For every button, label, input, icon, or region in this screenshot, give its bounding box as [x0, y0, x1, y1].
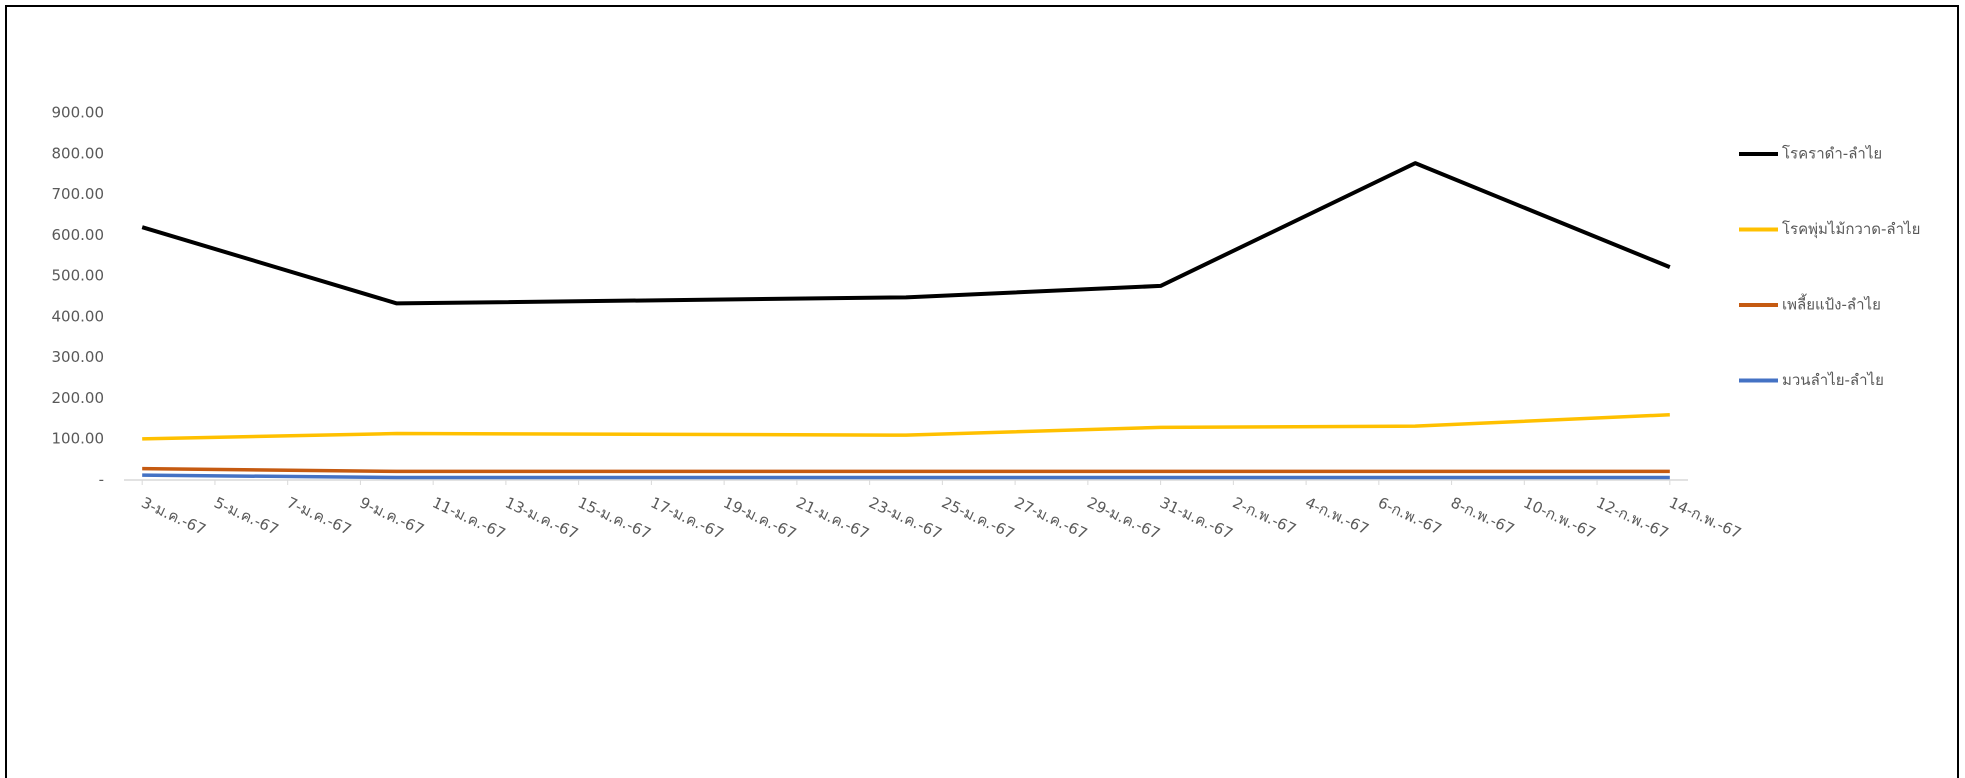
y-tick-label: 700.00 [52, 185, 105, 203]
legend-label: โรคพุ่มไม้กวาด-ลำไย [1782, 220, 1920, 239]
x-tick-label: 25-ม.ค.-67 [939, 493, 1018, 542]
y-tick-label: 800.00 [52, 144, 105, 162]
x-tick-label: 11-ม.ค.-67 [430, 493, 509, 542]
y-tick-label: 100.00 [52, 430, 105, 448]
series-line [142, 473, 1670, 480]
x-tick-label: 7-ม.ค.-67 [284, 493, 354, 538]
y-tick-label: 900.00 [52, 104, 105, 122]
x-tick-label: 4-ก.พ.-67 [1303, 493, 1372, 538]
y-tick-label: 300.00 [52, 348, 105, 366]
x-tick-label: 31-ม.ค.-67 [1157, 493, 1236, 542]
x-tick-label: 13-ม.ค.-67 [502, 493, 581, 542]
x-tick-label: 19-ม.ค.-67 [721, 493, 800, 542]
x-tick-label: 23-ม.ค.-67 [866, 493, 945, 542]
legend-label: เพลี้ยแป้ง-ลำไย [1782, 294, 1881, 314]
x-tick-label: 17-ม.ค.-67 [648, 493, 727, 542]
x-tick-label: 14-ก.พ.-67 [1666, 493, 1744, 542]
x-tick-label: 15-ม.ค.-67 [575, 493, 654, 542]
x-tick-label: 12-ก.พ.-67 [1593, 493, 1671, 542]
y-tick-label: 400.00 [52, 307, 105, 325]
y-tick-label: - [99, 471, 104, 489]
series-line [141, 161, 1671, 306]
y-tick-label: 600.00 [52, 226, 105, 244]
series-line [142, 466, 1670, 474]
series-line [142, 413, 1670, 441]
frame [5, 5, 1959, 778]
x-tick-label: 29-ม.ค.-67 [1084, 493, 1163, 542]
x-tick-label: 8-ก.พ.-67 [1448, 493, 1517, 538]
legend-label: โรคราดำ-ลำไย [1782, 145, 1882, 163]
y-tick-label: 500.00 [52, 267, 105, 285]
x-tick-label: 10-ก.พ.-67 [1521, 493, 1599, 542]
legend-label: มวนลำไย-ลำไย [1782, 371, 1884, 389]
x-tick-label: 3-ม.ค.-67 [139, 493, 209, 538]
x-tick-label: 2-ก.พ.-67 [1230, 493, 1299, 538]
x-tick-label: 5-ม.ค.-67 [211, 493, 281, 538]
x-tick-label: 21-ม.ค.-67 [793, 493, 872, 542]
x-tick-label: 6-ก.พ.-67 [1375, 493, 1444, 538]
x-tick-label: 9-ม.ค.-67 [357, 493, 427, 538]
y-tick-label: 200.00 [52, 389, 105, 407]
x-tick-label: 27-ม.ค.-67 [1012, 493, 1091, 542]
